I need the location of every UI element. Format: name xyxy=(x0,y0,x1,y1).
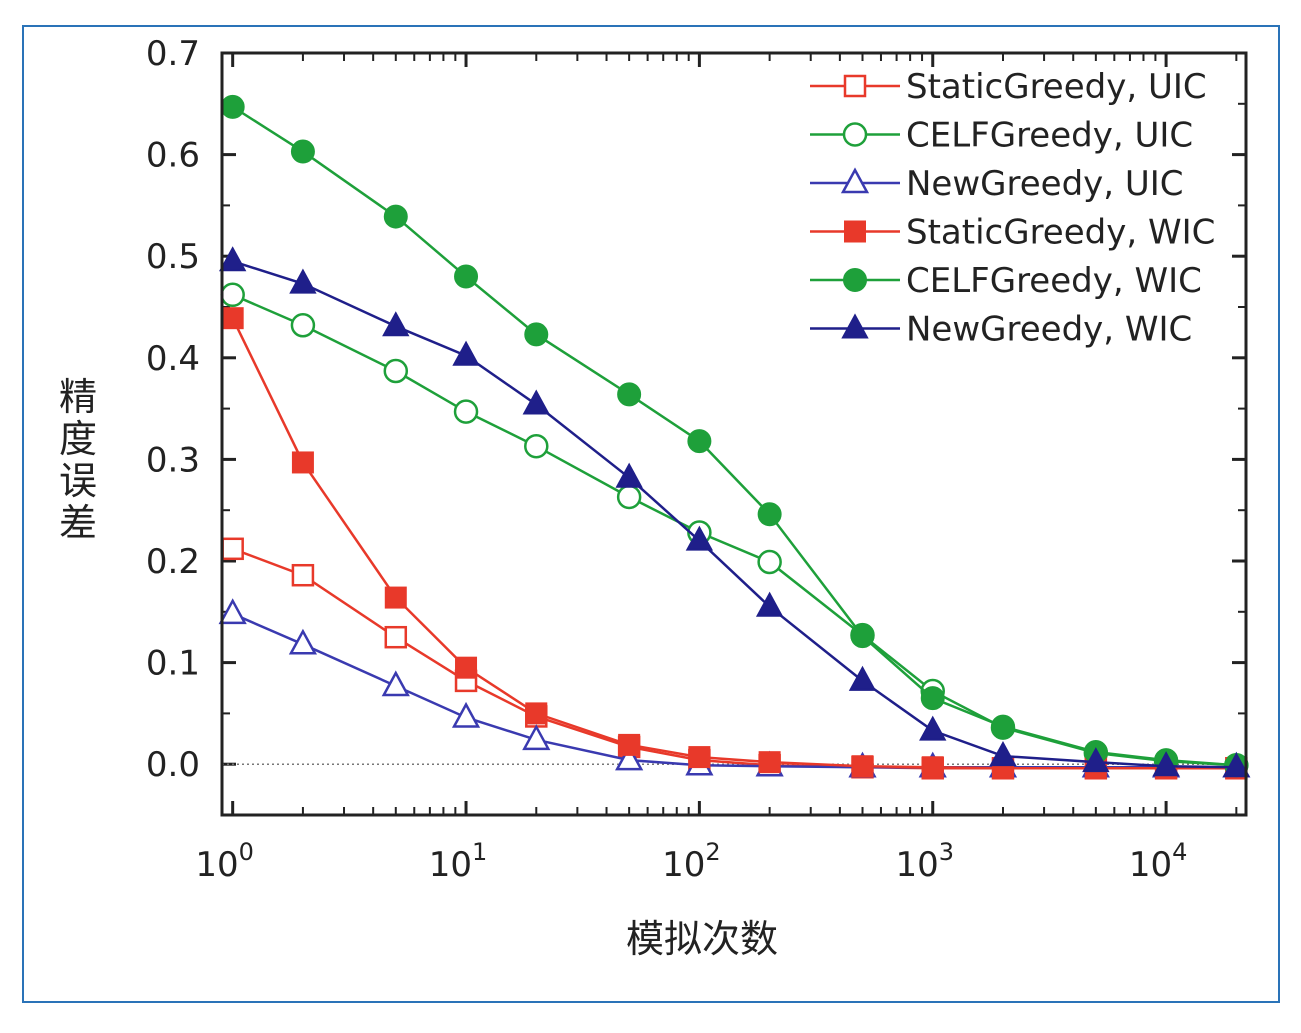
y-tick-label: 0.0 xyxy=(146,745,200,785)
data-point xyxy=(290,139,315,164)
data-point xyxy=(455,656,478,679)
data-point xyxy=(617,382,642,407)
y-tick-label: 0.7 xyxy=(146,34,200,74)
y-tick-label: 0.6 xyxy=(146,136,200,176)
y-axis-title: 精度误差 xyxy=(59,375,97,545)
legend-label: CELFGreedy, WIC xyxy=(906,261,1202,301)
data-point xyxy=(288,628,318,655)
data-point xyxy=(220,282,245,308)
legend-entry: StaticGreedy, UIC xyxy=(810,67,1207,107)
data-point xyxy=(452,340,480,366)
figure-frame xyxy=(22,25,1280,1003)
series-group xyxy=(218,94,1251,780)
series-line xyxy=(232,260,1237,769)
series-3 xyxy=(221,307,1248,780)
legend-label: StaticGreedy, UIC xyxy=(906,67,1207,107)
data-point xyxy=(1152,751,1180,777)
data-point xyxy=(524,433,549,459)
legend-entry: CELFGreedy, WIC xyxy=(810,261,1202,301)
data-point xyxy=(522,389,550,415)
data-point xyxy=(848,665,877,691)
legend-entry: StaticGreedy, WIC xyxy=(810,213,1215,253)
data-point xyxy=(383,204,408,229)
legend-marker xyxy=(843,74,867,98)
data-point xyxy=(688,746,711,769)
data-point xyxy=(524,322,549,347)
data-point xyxy=(618,733,641,756)
data-point xyxy=(989,740,1017,767)
data-point xyxy=(218,598,247,625)
series-line xyxy=(231,317,1237,770)
data-point xyxy=(454,264,479,289)
data-point xyxy=(291,563,315,587)
data-point xyxy=(290,313,316,338)
data-point xyxy=(1222,752,1251,778)
data-point xyxy=(757,549,782,575)
data-point xyxy=(850,624,875,649)
y-tick-label: 0.4 xyxy=(146,339,200,379)
legend-marker xyxy=(841,313,869,339)
data-point xyxy=(757,502,782,527)
data-point xyxy=(218,246,247,272)
data-point xyxy=(755,591,784,617)
data-point xyxy=(616,484,642,510)
data-point xyxy=(384,625,408,649)
data-point xyxy=(687,429,712,454)
data-point xyxy=(685,525,714,551)
x-axis-title: 模拟次数 xyxy=(626,917,778,961)
x-tick-label: 102 xyxy=(662,838,721,885)
legend-marker xyxy=(840,167,870,194)
legend-entry: CELFGreedy, UIC xyxy=(810,116,1193,156)
y-tick-label: 0.3 xyxy=(146,440,200,480)
data-point xyxy=(851,755,874,778)
data-point xyxy=(921,756,944,779)
legend-entry: NewGreedy, UIC xyxy=(810,164,1184,204)
y-tick-label: 0.2 xyxy=(146,542,200,582)
legend-marker xyxy=(842,122,868,147)
y-tick-label: 0.5 xyxy=(146,237,200,277)
data-point xyxy=(384,586,407,609)
data-point xyxy=(1082,747,1110,773)
legend-label: NewGreedy, WIC xyxy=(906,310,1192,350)
legend-marker xyxy=(844,220,866,243)
y-tick-label: 0.1 xyxy=(146,644,200,684)
legend-entry: NewGreedy, WIC xyxy=(810,310,1192,350)
data-point xyxy=(383,358,409,384)
series-line xyxy=(232,547,1237,770)
x-tick-label: 104 xyxy=(1129,838,1188,885)
data-point xyxy=(758,751,781,774)
data-point xyxy=(220,94,245,119)
x-tick-label: 103 xyxy=(895,838,954,885)
legend-label: NewGreedy, UIC xyxy=(906,164,1184,204)
legend: StaticGreedy, UIC CELFGreedy, UIC NewGreed… xyxy=(810,67,1215,350)
x-tick-label: 101 xyxy=(429,838,488,885)
data-point xyxy=(990,714,1015,739)
legend-marker xyxy=(843,268,867,292)
plot-area-border xyxy=(220,51,1248,817)
x-tick-label: 100 xyxy=(195,838,254,885)
data-point xyxy=(919,715,947,741)
series-line xyxy=(232,612,1237,769)
data-point xyxy=(289,268,317,294)
legend-label: StaticGreedy, WIC xyxy=(906,213,1215,253)
data-point xyxy=(221,537,244,561)
series-1 xyxy=(220,282,1249,778)
x-tick-labels: 100 101 102 103 104 xyxy=(195,838,1187,885)
data-point xyxy=(451,701,481,728)
data-point xyxy=(453,399,479,424)
y-tick-labels: 0.0 0.1 0.2 0.3 0.4 0.5 0.6 0.7 xyxy=(146,34,200,785)
data-point xyxy=(522,724,551,751)
data-point xyxy=(615,462,643,488)
data-point xyxy=(525,702,548,725)
series-5 xyxy=(218,246,1251,778)
data-point xyxy=(382,311,410,337)
data-point xyxy=(381,670,410,697)
series-line xyxy=(232,105,1237,767)
data-point xyxy=(615,744,644,771)
data-point xyxy=(920,686,945,711)
data-point xyxy=(291,451,314,474)
data-point xyxy=(221,307,244,330)
legend-label: CELFGreedy, UIC xyxy=(906,116,1193,156)
